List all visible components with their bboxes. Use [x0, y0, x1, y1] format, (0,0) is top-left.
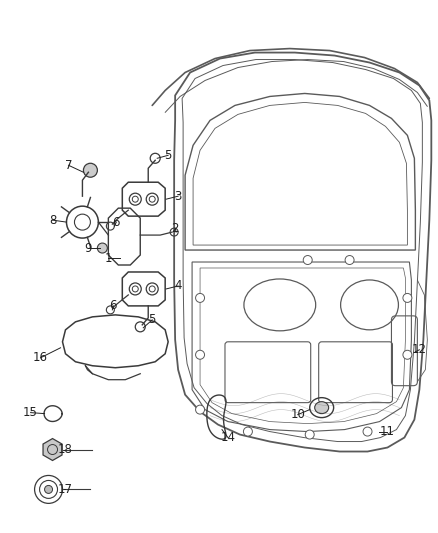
Circle shape — [45, 486, 53, 494]
Circle shape — [345, 255, 354, 264]
Text: 6: 6 — [110, 300, 117, 312]
Circle shape — [196, 405, 205, 414]
Circle shape — [196, 294, 205, 302]
Text: 1: 1 — [105, 252, 112, 264]
Polygon shape — [43, 439, 62, 461]
Text: 5: 5 — [148, 313, 156, 326]
Text: 11: 11 — [380, 425, 395, 438]
Circle shape — [363, 427, 372, 436]
Circle shape — [83, 163, 97, 177]
Circle shape — [403, 350, 412, 359]
Text: 5: 5 — [165, 149, 172, 162]
Circle shape — [97, 243, 107, 253]
Text: 6: 6 — [113, 216, 120, 229]
Text: 7: 7 — [65, 159, 72, 172]
Text: 18: 18 — [58, 443, 73, 456]
Text: 4: 4 — [174, 279, 182, 293]
Circle shape — [196, 350, 205, 359]
Text: 14: 14 — [220, 431, 236, 444]
Ellipse shape — [314, 402, 328, 414]
Text: 16: 16 — [33, 351, 48, 364]
Text: 2: 2 — [171, 222, 179, 235]
Text: 10: 10 — [290, 408, 305, 421]
Circle shape — [303, 255, 312, 264]
Circle shape — [403, 294, 412, 302]
Text: 3: 3 — [174, 190, 182, 203]
Text: 15: 15 — [23, 406, 38, 419]
Text: 9: 9 — [85, 241, 92, 255]
Circle shape — [244, 427, 252, 436]
Text: 8: 8 — [49, 214, 56, 227]
Circle shape — [305, 430, 314, 439]
Text: 12: 12 — [412, 343, 427, 356]
Text: 17: 17 — [58, 483, 73, 496]
